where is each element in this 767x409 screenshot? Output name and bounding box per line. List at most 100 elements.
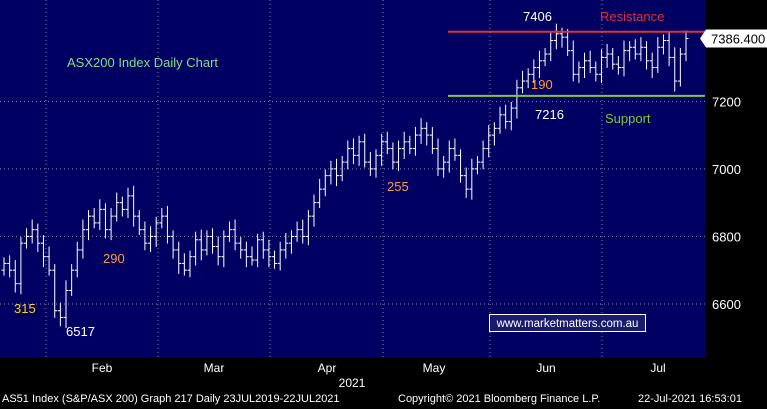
footer-timestamp: 22-Jul-2021 16:53:01 <box>638 393 742 405</box>
x-tick-label: Mar <box>204 361 225 375</box>
ohlc-bar <box>587 50 593 73</box>
ohlc-bar <box>362 133 368 168</box>
ohlc-bar <box>598 49 604 84</box>
ohlc-bar <box>198 229 204 261</box>
ohlc-bar <box>474 156 480 175</box>
ohlc-bar <box>215 236 221 266</box>
ohlc-bar <box>446 140 452 173</box>
ohlc-bar <box>508 101 514 131</box>
ohlc-bar <box>458 149 464 183</box>
ohlc-bar <box>548 32 554 62</box>
ohlc-bar <box>491 122 497 146</box>
ohlc-bar <box>300 219 306 244</box>
ohlc-bar <box>266 239 272 268</box>
ohlc-bar <box>328 160 334 185</box>
ohlc-bar <box>12 260 18 293</box>
ohlc-bar <box>666 32 672 67</box>
ohlc-bar <box>576 61 582 84</box>
ohlc-bar <box>46 246 52 276</box>
ohlc-bar <box>159 208 165 229</box>
ohlc-bar <box>350 138 356 165</box>
ohlc-bar <box>52 264 58 318</box>
ohlc-bar <box>136 210 142 236</box>
ohlc-bar <box>164 206 170 244</box>
price-chart: Resistance Support 7386.400 ASX200 Index Da… <box>0 0 767 390</box>
ohlc-bar <box>418 118 424 144</box>
ohlc-bar <box>373 149 379 178</box>
annotation-label: 7216 <box>535 107 564 122</box>
ohlc-bar <box>672 47 678 92</box>
annotation-label: 6517 <box>66 324 95 339</box>
ohlc-bar <box>97 199 103 230</box>
plot-area <box>0 0 705 358</box>
ohlc-bar <box>469 158 475 200</box>
ohlc-bar <box>322 169 328 197</box>
ohlc-bar <box>7 255 13 278</box>
ohlc-bar <box>272 250 278 269</box>
ohlc-bar <box>193 231 199 266</box>
ohlc-bar <box>390 142 396 170</box>
ohlc-bar <box>638 37 644 62</box>
ohlc-bar <box>570 40 576 82</box>
ohlc-bar <box>69 264 75 296</box>
ohlc-bar <box>384 131 390 155</box>
ohlc-bar <box>86 210 92 241</box>
ohlc-bar <box>91 208 97 229</box>
ohlc-bar <box>593 61 599 82</box>
ohlc-bar <box>525 68 531 89</box>
x-tick-label: Apr <box>318 361 337 375</box>
x-tick-label: May <box>423 361 446 375</box>
ohlc-bar <box>531 59 537 84</box>
ohlc-bar <box>153 216 159 247</box>
chart-title: ASX200 Index Daily Chart <box>67 55 218 70</box>
ohlc-bar <box>210 228 216 254</box>
year-label: 2021 <box>339 376 366 390</box>
ohlc-bar <box>356 135 362 166</box>
ohlc-bar <box>435 138 441 176</box>
ohlc-bar <box>18 237 24 295</box>
ohlc-bar <box>221 230 227 268</box>
watermark: www.marketmatters.com.au <box>489 314 646 332</box>
ohlc-bar <box>536 50 542 79</box>
ohlc-bar <box>407 135 413 155</box>
ohlc-bar <box>334 158 340 187</box>
ohlc-bar <box>632 39 638 60</box>
ohlc-bar <box>542 47 548 67</box>
ohlc-bar <box>463 167 469 198</box>
ohlc-bar <box>108 208 114 241</box>
ohlc-bar <box>80 219 86 259</box>
x-tick-label: Feb <box>92 361 113 375</box>
ohlc-bar <box>441 156 447 178</box>
ohlc-bar <box>148 226 154 252</box>
footer-copyright: Copyright© 2021 Bloomberg Finance L.P. <box>398 393 601 405</box>
axis-area <box>0 358 767 390</box>
ohlc-bar <box>683 30 689 62</box>
ohlc-bar <box>74 241 80 278</box>
ohlc-bar <box>424 122 430 146</box>
ohlc-bar <box>305 210 311 246</box>
ohlc-bar <box>660 34 666 55</box>
ohlc-bar <box>520 70 526 94</box>
ohlc-bar <box>125 187 131 219</box>
annotation-label: 255 <box>387 179 409 194</box>
ohlc-bar <box>610 47 616 70</box>
ohlc-bar <box>497 106 503 134</box>
y-tick-label: 7000 <box>712 162 741 177</box>
resistance-label: Resistance <box>600 9 664 24</box>
ohlc-bar <box>57 302 63 327</box>
ohlc-bar <box>367 151 373 176</box>
ohlc-bar <box>412 126 418 156</box>
ohlc-bar <box>553 23 559 50</box>
ohlc-bar <box>243 241 249 268</box>
annotation-label: 190 <box>531 77 553 92</box>
ohlc-bar <box>187 250 193 278</box>
footer-bar: AS51 Index (S&P/ASX 200) Graph 217 Daily… <box>0 390 767 409</box>
ohlc-bar <box>621 40 627 77</box>
annotation-label: 315 <box>14 301 36 316</box>
last-price-pointer <box>700 29 706 48</box>
ohlc-bar <box>644 41 650 70</box>
ohlc-bar <box>294 221 300 242</box>
x-tick-label: Jun <box>536 361 555 375</box>
ohlc-bar <box>345 140 351 170</box>
last-price-tag <box>706 29 767 48</box>
